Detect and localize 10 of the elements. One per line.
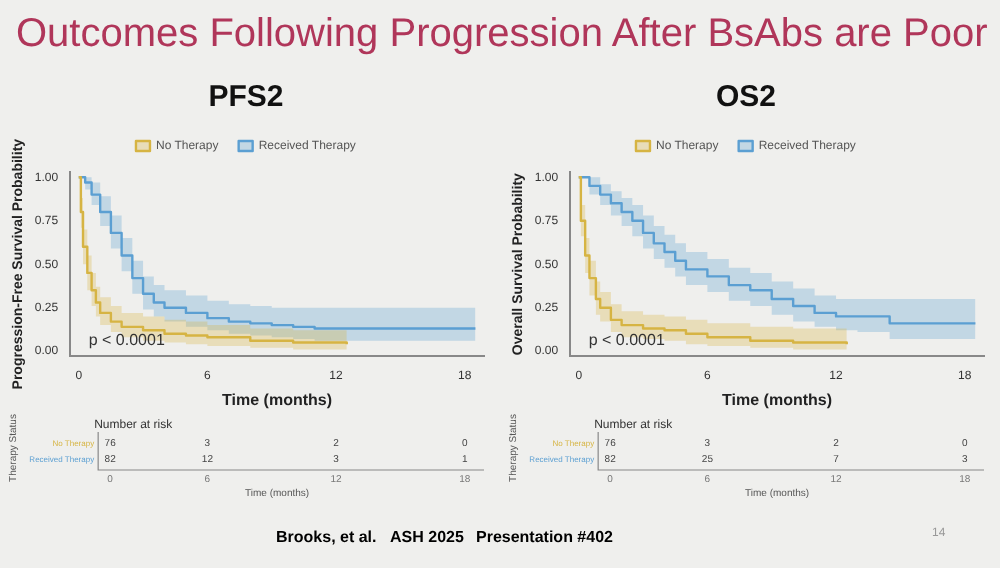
x-axis-title: Time (months): [222, 390, 333, 409]
text: Outcomes Following Progression After BsAbs are Poor: [16, 12, 988, 58]
chart-title: PFS2: [208, 80, 284, 115]
text: ASH 2025: [390, 528, 464, 546]
text: Brooks, et al.: [276, 528, 377, 546]
annotation: p < 0.0001: [88, 331, 166, 350]
chart-title: OS2: [715, 80, 777, 115]
annotation: p < 0.0001: [588, 331, 666, 350]
x-axis-title: Time (months): [722, 390, 833, 409]
text: Presentation #402: [476, 528, 613, 546]
